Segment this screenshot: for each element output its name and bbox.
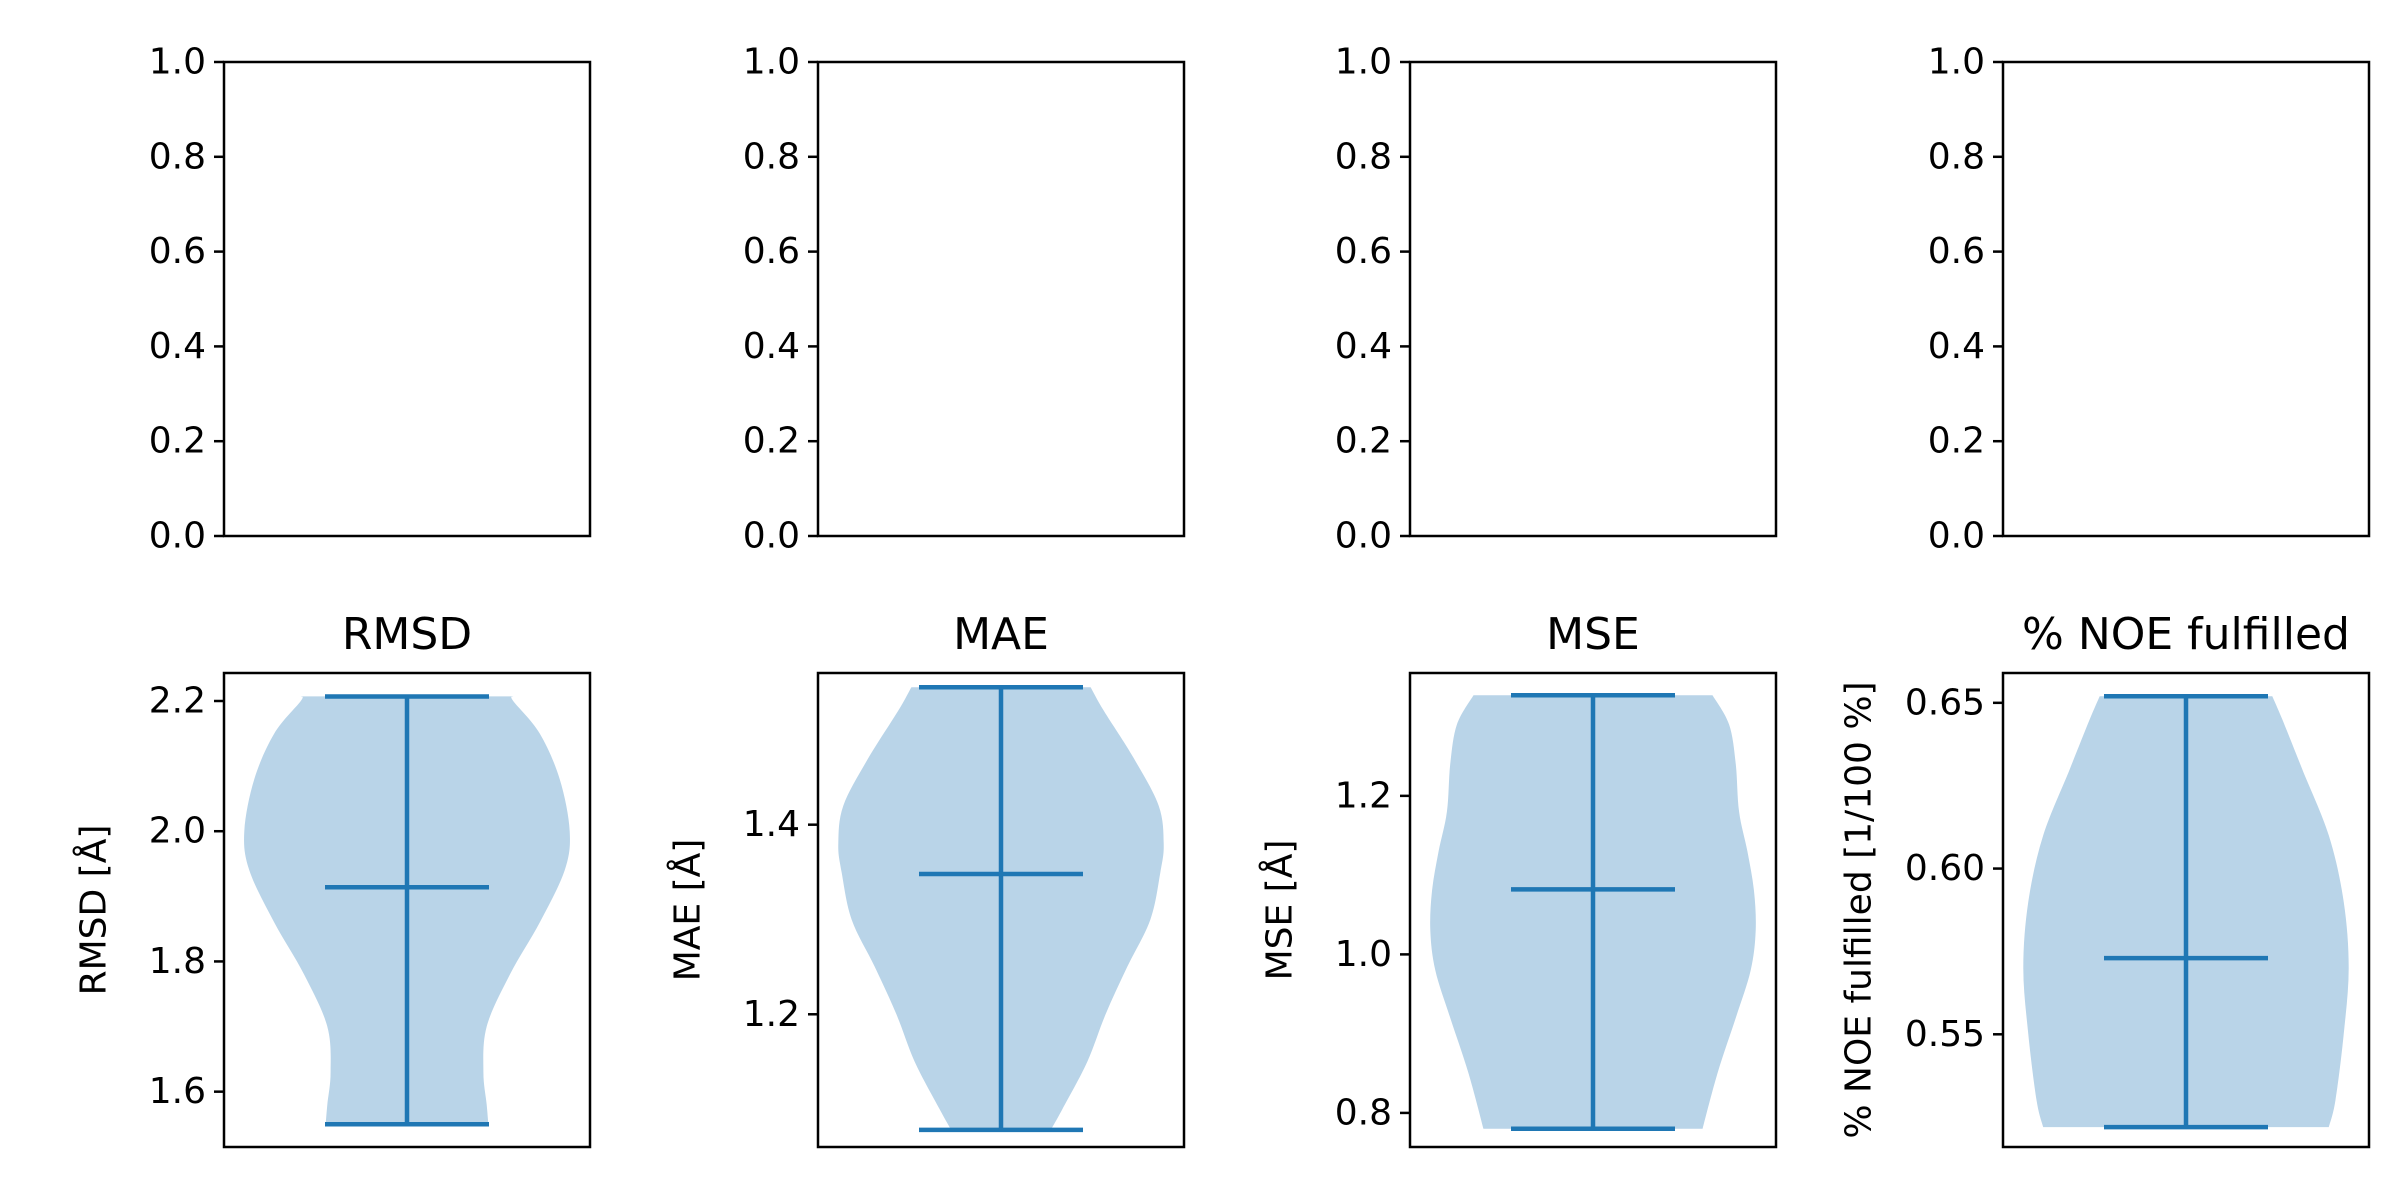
panel-4-axes-frame [2001,60,2371,538]
panel-3-ytick-label: 0.0 [1335,516,1392,557]
panel-8-ytick-label: 0.55 [1905,1014,1985,1055]
panel-4-ytick-label: 1.0 [1928,42,1985,83]
panel-8-axes-frame [2001,671,2371,1149]
panel-2-ytick-label: 0.0 [743,516,800,557]
panel-1-ytick-label: 0.6 [149,231,206,272]
panel-8-ytick-label: 0.65 [1905,682,1985,723]
panel-1-ytick-label: 0.0 [149,516,206,557]
panel-5-axes-frame [222,671,592,1149]
panel-4-ytick-label: 0.6 [1928,231,1985,272]
panel-3-ytick-label: 0.2 [1335,421,1392,462]
panel-5-ytick-label: 2.0 [149,811,206,852]
panel-5-ylabel: RMSD [Å] [72,825,115,996]
panel-8-ytick-label: 0.60 [1905,848,1985,889]
panel-7-title: MSE [1546,609,1640,660]
panel-2-ytick-label: 0.8 [743,136,800,177]
panel-2-ytick-label: 0.2 [743,421,800,462]
panel-7-ylabel: MSE [Å] [1258,840,1301,981]
panel-1-ytick-label: 0.2 [149,421,206,462]
panel-7-axes-frame [1408,671,1778,1149]
panel-6-axes-frame [816,671,1186,1149]
panel-1-axes-frame [222,60,592,538]
panel-6-ylabel: MAE [Å] [666,839,709,982]
panel-4-ytick-label: 0.4 [1928,326,1985,367]
panel-7-ytick-label: 0.8 [1335,1092,1392,1133]
panel-2-ytick-label: 1.0 [743,42,800,83]
panel-6-title: MAE [953,609,1049,660]
panel-5-ytick-label: 2.2 [149,680,206,721]
panel-5-ytick-label: 1.6 [149,1071,206,1112]
panel-8-ylabel: % NOE fulfilled [1/100 %] [1839,681,1880,1138]
panel-3-ytick-label: 0.6 [1335,231,1392,272]
panel-4-ytick-label: 0.8 [1928,136,1985,177]
panel-3-ytick-label: 0.8 [1335,136,1392,177]
panel-8-title: % NOE fulfilled [2022,609,2350,660]
panel-3-ytick-label: 1.0 [1335,42,1392,83]
panel-1-ytick-label: 0.8 [149,136,206,177]
panel-6-ytick-label: 1.4 [743,804,800,845]
panel-2-axes-frame [816,60,1186,538]
panel-5-ytick-label: 1.8 [149,941,206,982]
panel-5-title: RMSD [342,609,472,660]
panel-1-ytick-label: 1.0 [149,42,206,83]
panel-7-ytick-label: 1.2 [1335,775,1392,816]
panel-7-ytick-label: 1.0 [1335,934,1392,975]
panel-4-ytick-label: 0.2 [1928,421,1985,462]
panel-2-ytick-label: 0.4 [743,326,800,367]
panel-4-ytick-label: 0.0 [1928,516,1985,557]
panel-1-ytick-label: 0.4 [149,326,206,367]
panel-2-ytick-label: 0.6 [743,231,800,272]
panel-3-axes-frame [1408,60,1778,538]
panel-6-ytick-label: 1.2 [743,994,800,1035]
panel-3-ytick-label: 0.4 [1335,326,1392,367]
